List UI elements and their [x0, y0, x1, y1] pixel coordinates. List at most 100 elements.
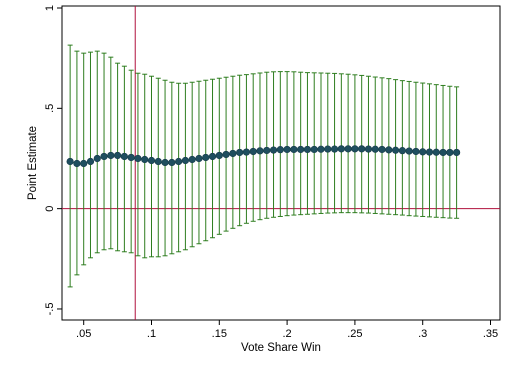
point-estimate-marker — [107, 151, 115, 160]
point-estimate-marker — [229, 149, 237, 158]
point-estimate-marker — [127, 153, 135, 162]
x-tick-label: .2 — [283, 328, 292, 340]
x-tick-label: .1 — [147, 328, 156, 340]
error-bar — [318, 72, 324, 214]
x-tick-label: .05 — [76, 328, 91, 340]
point-estimate-marker — [290, 145, 298, 154]
point-estimate-marker — [385, 146, 393, 154]
point-estimate-marker — [432, 148, 440, 156]
point-estimate-marker — [188, 155, 196, 164]
point-estimate-marker — [181, 156, 189, 165]
point-estimate-marker — [303, 145, 312, 154]
reference-lines — [62, 6, 500, 320]
point-estimate-marker — [195, 154, 203, 163]
point-estimate-marker — [73, 159, 81, 168]
x-tick-label: .35 — [483, 328, 498, 340]
error-bar — [169, 81, 175, 255]
point-estimate-marker — [154, 157, 162, 166]
point-estimate-marker — [249, 147, 257, 156]
point-estimate-marker — [412, 147, 420, 156]
point-estimate-marker — [215, 151, 223, 160]
point-estimate-marker — [134, 154, 142, 163]
error-bar — [135, 72, 141, 257]
error-bar — [345, 73, 351, 214]
error-bar — [359, 74, 365, 214]
point-estimate-marker — [222, 150, 230, 159]
point-estimate-marker — [93, 154, 101, 163]
point-estimate-marker — [202, 153, 210, 162]
error-bar — [277, 71, 283, 217]
error-bar — [271, 71, 277, 218]
point-estimate-marker — [236, 148, 244, 157]
error-bar — [264, 71, 270, 219]
point-estimate-marker — [425, 148, 434, 156]
point-estimate-marker — [446, 148, 454, 157]
y-tick-label: .5 — [44, 104, 56, 113]
point-estimate-marker — [419, 148, 427, 156]
x-axis-title: Vote Share Win — [241, 342, 321, 354]
plot-frame — [61, 5, 501, 321]
point-estimate-marker — [263, 146, 271, 155]
error-bar — [196, 80, 202, 245]
point-estimate-marker — [391, 146, 400, 154]
point-estimate-marker — [310, 145, 318, 154]
point-estimate-marker — [86, 157, 95, 166]
point-estimate-marker — [364, 145, 373, 153]
point-estimate-marker — [242, 148, 251, 156]
point-estimate-marker — [100, 152, 108, 161]
x-tick-label: .15 — [212, 328, 227, 340]
error-bar — [379, 77, 385, 215]
point-estimate-marker — [80, 159, 88, 168]
point-estimate-marker — [208, 152, 217, 161]
error-bar — [352, 74, 358, 214]
error-bar — [182, 82, 188, 251]
error-bar — [291, 71, 297, 216]
y-tick-label: -.5 — [44, 303, 56, 316]
error-bar — [338, 73, 344, 214]
point-estimate-marker — [66, 157, 74, 166]
error-bar — [325, 72, 331, 214]
x-tick-label: .3 — [418, 328, 427, 340]
point-estimate-marker — [175, 157, 183, 166]
error-bar — [189, 81, 195, 248]
point-estimate-marker — [256, 147, 264, 155]
point-estimate-marker — [168, 158, 176, 167]
point-estimate-marker — [398, 147, 406, 155]
point-estimate-marker — [141, 155, 149, 164]
point-estimate-marker — [113, 151, 122, 160]
y-tick-label: 0 — [44, 206, 56, 212]
y-axis-title: Point Estimate — [27, 126, 39, 200]
error-bar — [372, 76, 378, 214]
point-estimate-marker — [344, 145, 352, 153]
error-bar — [365, 75, 371, 214]
error-bar — [94, 50, 100, 254]
point-estimate-marker — [351, 145, 359, 153]
y-tick-label: 1 — [44, 5, 56, 11]
point-estimate-marker — [337, 145, 345, 153]
error-bar — [142, 73, 148, 259]
point-estimate-marker — [358, 145, 366, 153]
point-estimate-marker — [317, 145, 325, 153]
point-estimate-marker — [283, 145, 291, 154]
point-estimate-marker — [330, 145, 339, 153]
point-estimate-marker — [276, 146, 284, 154]
error-bar — [298, 71, 304, 216]
point-estimate-marker — [147, 156, 156, 165]
error-bar — [148, 75, 154, 258]
point-estimate-marker — [453, 148, 461, 157]
error-bar — [176, 82, 182, 253]
error-bar — [81, 52, 87, 266]
error-bar — [332, 72, 338, 214]
error-bar — [304, 72, 310, 215]
point-estimate-marker — [378, 145, 386, 154]
point-estimate-marker — [324, 145, 332, 153]
y-axis: -.5 0 .5 1 — [44, 5, 62, 315]
point-estimate-marker — [161, 158, 169, 167]
point-estimate-marker — [371, 145, 379, 153]
x-axis: .05 .1 .15 .2 .25 .3 .35 — [76, 320, 498, 340]
error-bar — [250, 73, 256, 222]
point-estimate-marker — [439, 148, 447, 157]
error-bar — [128, 69, 134, 254]
error-bar — [284, 71, 290, 217]
